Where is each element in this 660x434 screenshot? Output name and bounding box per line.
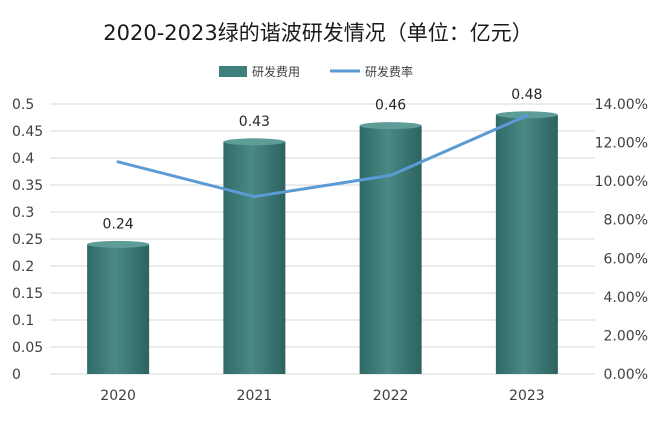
y-right-tick-label: 8.00%	[604, 213, 648, 229]
data-labels: 0.24 0.43 0.46 0.48	[103, 87, 543, 233]
bar	[359, 125, 422, 374]
y-axis-left: 0 0.05 0.1 0.15 0.2 0.25 0.3 0.35 0.4 0.45 0.5	[12, 97, 43, 383]
bar-series	[87, 111, 558, 375]
rate-point	[389, 173, 393, 177]
line-series	[116, 114, 529, 199]
y-left-tick-label: 0.25	[12, 232, 43, 248]
x-tick-label: 2022	[373, 388, 409, 404]
x-tick-label: 2020	[100, 388, 136, 404]
x-axis: 2020 2021 2022 2023	[100, 388, 544, 404]
bar	[87, 244, 150, 374]
y-left-tick-label: 0.2	[12, 259, 34, 275]
y-left-tick-label: 0.35	[12, 178, 43, 194]
bar-value-label: 0.24	[103, 216, 134, 232]
bar-top	[87, 240, 150, 248]
legend: 研发费用 研发费率	[219, 64, 413, 79]
rate-point	[116, 160, 120, 164]
rate-point	[525, 114, 529, 118]
y-right-tick-label: 12.00%	[595, 136, 648, 152]
chart-title: 2020-2023绿的谐波研发情况（单位：亿元）	[103, 21, 532, 45]
legend-bar-label: 研发费用	[252, 64, 300, 79]
y-right-tick-label: 6.00%	[604, 251, 648, 267]
y-left-tick-label: 0.4	[12, 151, 34, 167]
bar-value-label: 0.48	[511, 87, 542, 103]
y-right-tick-label: 4.00%	[604, 290, 648, 306]
x-tick-label: 2023	[509, 388, 545, 404]
legend-line-label: 研发费率	[365, 64, 413, 79]
rate-point	[252, 195, 256, 199]
y-left-tick-label: 0.05	[12, 340, 43, 356]
y-right-tick-label: 2.00%	[604, 328, 648, 344]
bar	[495, 114, 558, 375]
y-left-tick-label: 0.1	[12, 313, 34, 329]
bar-value-label: 0.46	[375, 98, 406, 114]
y-axis-right: 0.00% 2.00% 4.00% 6.00% 8.00% 10.00% 12.00% 14.…	[595, 97, 648, 383]
y-right-tick-label: 10.00%	[595, 174, 648, 190]
bar-value-label: 0.43	[239, 114, 270, 130]
legend-bar-swatch	[219, 66, 247, 77]
bar-top	[223, 138, 286, 146]
y-right-tick-label: 14.00%	[595, 97, 648, 113]
rate-line	[116, 114, 529, 199]
bar-top	[359, 122, 422, 130]
y-right-tick-label: 0.00%	[604, 367, 648, 383]
y-left-tick-label: 0.45	[12, 124, 43, 140]
x-tick-label: 2021	[237, 388, 273, 404]
y-left-tick-label: 0.15	[12, 286, 43, 302]
bar	[223, 141, 286, 374]
y-left-tick-label: 0.3	[12, 205, 34, 221]
y-left-tick-label: 0.5	[12, 97, 34, 113]
y-left-tick-label: 0	[12, 367, 21, 383]
